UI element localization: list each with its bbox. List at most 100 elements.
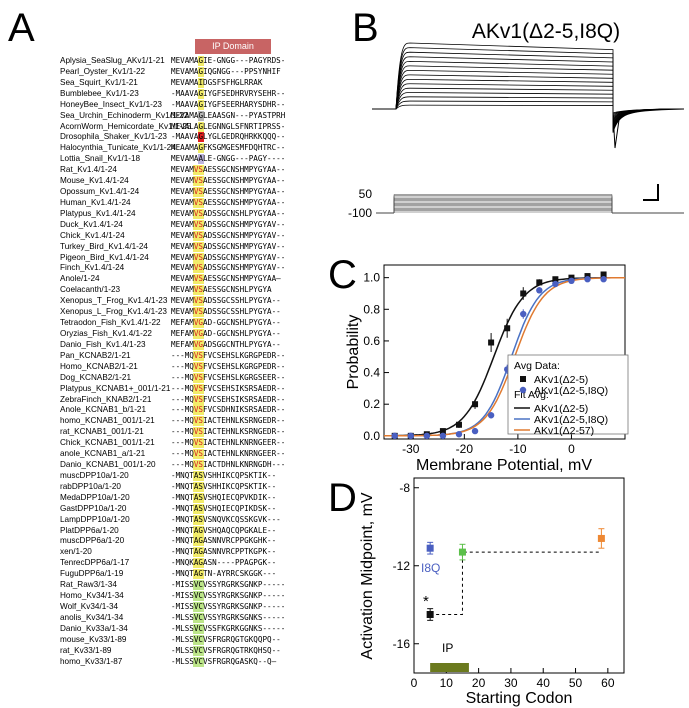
alignment-row: Chick_Kv1.4/1-24 MEVAMVSADSSGCNSHMPYGYAV-… <box>0 230 330 241</box>
activation-x-tick-label: 0 <box>568 442 575 456</box>
sequence-prefix: -MISS <box>171 580 194 590</box>
sequence-suffix: AD-GGCNSHLPYGYA-- <box>203 318 281 328</box>
sequence-prefix: -MNQT <box>171 503 194 513</box>
sequence-prefix: MEVAM <box>171 241 194 251</box>
sequence-text: -MAAVAGIYGFSEDHRVRYSEHR-- <box>171 89 285 99</box>
sequence-prefix: MEVAM <box>171 285 194 295</box>
sequence-name: PlatDPP6a/1-20 <box>60 525 119 535</box>
current-sweep <box>372 96 685 117</box>
sequence-ip-residues: VS <box>193 350 204 360</box>
sequence-prefix: -MLSS <box>171 612 194 622</box>
alignment-row: Bumblebee_Kv1/1-23 -MAAVAGIYGFSEDHRVRYSEH… <box>0 88 330 99</box>
sequence-suffix: ADSSGCNSHLPYGYAA-- <box>203 208 286 218</box>
sequence-text: MEVAMAGLEAASGN---PYASTPRH <box>171 111 285 121</box>
ip-highlight <box>193 208 205 219</box>
sequence-text: -MAAVAGLYGLGEDRQHRKKQQQ-- <box>171 132 285 142</box>
ip-highlight <box>193 219 205 230</box>
midpoint-x-tick-label: 30 <box>504 676 518 690</box>
sequence-text: ---MQVSIACTEHNLKSRNGEDR-- <box>171 427 285 437</box>
sequence-suffix: ADSSGCNSHMPYGYAV-- <box>203 252 286 262</box>
sequence-suffix: AESSGCNSHLPYGYA <box>203 285 272 295</box>
protocol-step <box>393 200 613 213</box>
ip-annotation: IP <box>442 641 453 655</box>
sequence-text: MEVALAGLEGNNGLSFNRTIPRSS- <box>171 122 285 132</box>
sequence-ip-residues: VS <box>193 361 204 371</box>
sequence-suffix: ADSSGCNSHMPYGYAV-- <box>203 263 286 273</box>
sequence-ip-residues: VS <box>193 427 204 437</box>
sequence-ip-residues: VS <box>193 296 204 306</box>
midpoint-point <box>458 548 466 556</box>
traces-title: AKv1(Δ2-5,I8Q) <box>472 20 620 43</box>
sequence-suffix: IQGNGG---PPSYNHIF <box>203 66 281 76</box>
midpoint-point <box>597 534 605 542</box>
alignment-row: rat_KCNAB1_001/1-21 ---MQVSIACTEHNLKSRNGE… <box>0 427 330 438</box>
ip-highlight <box>193 569 205 580</box>
alignment-row: MedaDPP10a/1-20 -MNQTASVSHQIECQPVKDIK-- <box>0 492 330 503</box>
sequence-name: Pearl_Oyster_Kv1/1-22 <box>60 66 146 76</box>
sequence-ip-residues: I <box>198 77 204 87</box>
sequence-prefix: MEVAM <box>171 307 194 317</box>
data-point-square <box>504 325 511 332</box>
sequence-ip-residues: VS <box>193 274 204 284</box>
sequence-name: Chick_Kv1.4/1-24 <box>60 230 125 240</box>
ip-region-bar <box>430 663 469 672</box>
activation-y-tick-label: 0.4 <box>363 366 380 380</box>
sequence-prefix: ---MQ <box>171 361 194 371</box>
sequence-name: FuguDPP6a/1-19 <box>60 569 124 579</box>
ip-highlight <box>193 481 205 492</box>
sequence-prefix: MEVAM <box>171 208 194 218</box>
sequence-prefix: MEVAMA <box>171 56 199 65</box>
sequence-prefix: MEVAM <box>171 263 194 273</box>
sequence-suffix: VSHQAQCQPGKALE-- <box>203 525 277 535</box>
sequence-suffix: ASNNVRCPPGKGHK-- <box>203 536 277 546</box>
legend-fit-title: Fit Avg: <box>514 389 549 401</box>
legend-point-label: AKv1(Δ2-5) <box>534 374 588 386</box>
activation-y-tick-label: 0.8 <box>363 302 380 316</box>
sequence-text: -MNQTAGTN-AYRRCSKGGK--- <box>171 569 276 579</box>
sequence-suffix: FKSGMGESMFDQHTRC-- <box>203 143 286 153</box>
sequence-alignment: IP Domain Aplysia_SeaSlug_AKv1/1-21 MEVAM… <box>0 0 330 708</box>
voltage-label-50: 50 <box>359 187 373 201</box>
data-point-circle <box>503 366 511 373</box>
alignment-row: Homo_KCNAB2/1-21 ---MQVSFVCSEHSLKGRGPEDR-… <box>0 361 330 372</box>
sequence-ip-residues: VS <box>193 405 204 415</box>
sequence-prefix: -MISS <box>171 591 194 601</box>
panel-label-d: D <box>328 476 357 520</box>
sequence-ip-residues: AG <box>193 525 204 535</box>
sequence-suffix: ASN----PPAGPGK-- <box>203 558 277 568</box>
current-traces <box>372 42 685 149</box>
i8q-annotation: I8Q <box>421 561 440 575</box>
sequence-ip-residues: VS <box>193 208 204 218</box>
sequence-ip-residues: A <box>198 154 204 164</box>
sequence-ip-residues: VG <box>193 339 204 349</box>
current-sweep <box>372 47 685 132</box>
sequence-ip-residues: VC <box>193 602 204 611</box>
sequence-ip-residues: G <box>198 66 204 76</box>
alignment-row: Coelacanth/1-23 MEVAMVSAESSGCNSHLPYGYA <box>0 285 330 296</box>
alignment-row: rat_Kv33/1-89 -MLSSVCVSFRGRQGTRKQHSQ-- <box>0 645 330 656</box>
alignment-row: Rat_Raw3/1-34 -MISSVCVSSYRGRKSGNKP----- <box>0 580 330 591</box>
sequence-suffix: ADSGGCNTHLPYGYA-- <box>203 339 281 349</box>
scale-bar <box>643 184 659 201</box>
sequence-ip-residues: VS <box>193 372 204 382</box>
sequence-name: Homo_Kv34/1-34 <box>60 591 124 601</box>
sequence-suffix: LEGNNGLSFNRTIPRSS- <box>203 121 286 131</box>
sequence-prefix: MEFAM <box>171 329 194 338</box>
sequence-name: homo_Kv33/1-87 <box>60 656 123 666</box>
legend-line-label: AKv1(Δ2-5,I8Q) <box>534 414 608 426</box>
sequence-suffix: VSHQIECQPIKDSK-- <box>203 503 277 513</box>
sequence-suffix: ADSSGCSSHLPYGYA-- <box>203 296 281 306</box>
ip-highlight <box>193 656 205 667</box>
midpoint-y-tick-label: -12 <box>393 559 411 573</box>
ip-highlight <box>193 470 205 481</box>
midpoint-step-line <box>430 551 602 615</box>
alignment-row: Turkey_Bird_Kv1.4/1-24 MEVAMVSADSSGCNSHMP… <box>0 241 330 252</box>
sequence-name: rat_Kv33/1-89 <box>60 645 112 655</box>
protocol-step <box>393 194 613 213</box>
sequence-name: Wolf_Kv34/1-34 <box>60 602 119 611</box>
sequence-prefix: -MNQT <box>171 525 194 535</box>
ip-highlight <box>193 602 205 612</box>
alignment-row: ZebraFinch_KNAB2/1-21 ---MQVSFVCSEHSIKSRS… <box>0 394 330 405</box>
sequence-name: anolis_Kv34/1-34 <box>60 612 124 622</box>
sequence-text: -MNQTAGASNNVRCPPTKGPK-- <box>171 547 276 557</box>
